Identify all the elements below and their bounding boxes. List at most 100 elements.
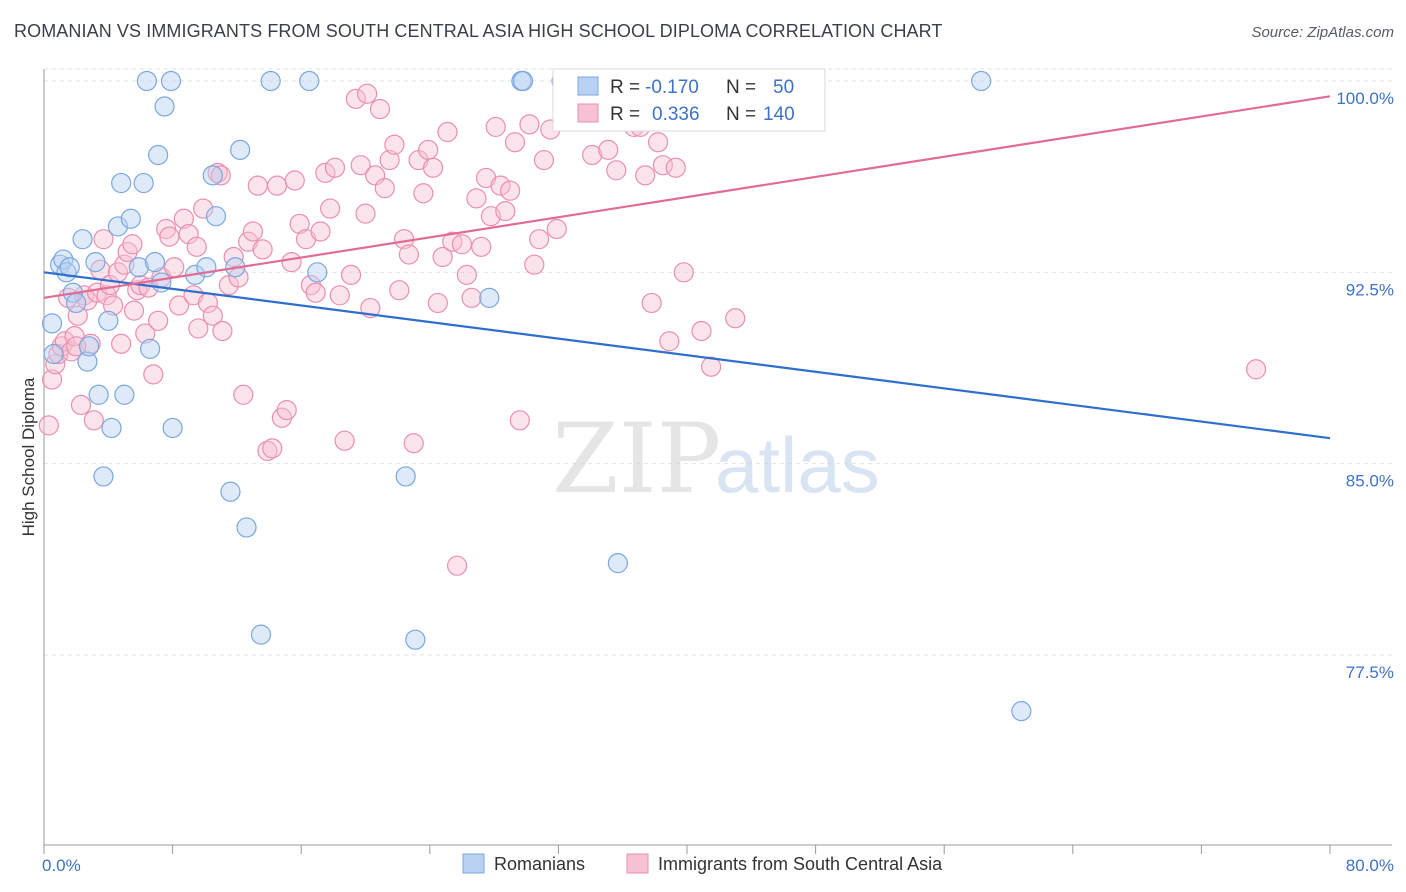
immigrant-point-131 (701, 356, 722, 377)
immigrant-point-130 (691, 320, 712, 342)
immigrant-point-60 (284, 170, 305, 191)
immigrant-point-65 (310, 221, 331, 242)
immigrant-point-90 (432, 246, 453, 268)
immigrant-point-45 (212, 320, 233, 342)
romanian-point-38 (250, 624, 272, 645)
immigrant-point-69 (329, 285, 350, 306)
romanian-point-48 (607, 553, 628, 574)
immigrant-point-81 (389, 280, 410, 301)
bottom-legend-immigrants: Immigrants from South Central Asia (658, 854, 943, 874)
watermark-zip: ZIP (552, 403, 721, 515)
immigrant-point-124 (641, 292, 662, 314)
romanian-point-43 (405, 629, 426, 650)
romanian-point-34 (220, 481, 241, 502)
romanian-point-9 (77, 351, 98, 372)
immigrant-point-95 (456, 264, 477, 285)
immigrant-point-86 (413, 183, 434, 204)
series-romanians (41, 70, 1032, 722)
immigrant-point-84 (403, 433, 424, 454)
immigrant-point-73 (350, 155, 371, 176)
immigrant-point-66 (315, 162, 336, 183)
immigrant-point-87 (418, 139, 439, 160)
romanian-point-44 (479, 287, 500, 308)
immigrant-point-138 (123, 300, 145, 321)
romanian-point-11 (85, 252, 106, 273)
immigrant-point-51 (242, 221, 264, 242)
immigrant-point-58 (276, 399, 297, 421)
immigrant-point-71 (340, 264, 362, 285)
romanian-point-1 (43, 343, 64, 365)
legend-r-label-romanians: R = (610, 77, 640, 98)
legend-n-label-immigrants: N = (726, 104, 756, 125)
immigrant-point-116 (582, 144, 603, 166)
trend-line-immigrants (43, 95, 1331, 299)
watermark: ZIP atlas (552, 403, 880, 515)
romanian-point-8 (72, 229, 93, 250)
romanian-point-19 (120, 208, 141, 229)
romanian-point-41 (307, 262, 328, 283)
bottom-legend: Romanians Immigrants from South Central … (462, 853, 943, 874)
bottom-legend-swatch-immigrants (626, 853, 649, 874)
legend-n-label-romanians: N = (726, 77, 756, 98)
immigrant-point-106 (509, 410, 530, 431)
chart-source: Source: ZipAtlas.com (1251, 24, 1394, 41)
immigrant-point-1 (41, 369, 63, 390)
immigrant-point-78 (374, 178, 395, 199)
bottom-legend-romanians: Romanians (494, 854, 585, 874)
immigrant-point-89 (427, 292, 448, 314)
immigrant-point-105 (504, 132, 526, 153)
immigrant-point-70 (334, 430, 355, 451)
immigrant-point-93 (447, 555, 468, 576)
romanian-point-18 (114, 384, 135, 405)
legend-swatch-immigrants (577, 103, 599, 123)
romanian-point-12 (88, 384, 109, 405)
romanian-point-25 (148, 144, 169, 166)
romanian-point-39 (260, 70, 281, 92)
immigrant-point-98 (471, 236, 492, 257)
romanian-point-13 (93, 466, 114, 487)
immigrant-point-127 (659, 331, 680, 352)
immigrant-point-55 (262, 438, 283, 459)
y-tick-label-0: 100.0% (1336, 89, 1394, 108)
immigrant-point-49 (233, 384, 254, 405)
immigrant-point-126 (652, 155, 673, 176)
trend-line-romanians (43, 271, 1331, 440)
immigrant-point-61 (289, 213, 310, 234)
immigrant-point-128 (665, 157, 686, 178)
immigrant-point-97 (466, 188, 487, 209)
immigrant-point-59 (281, 252, 302, 273)
legend-r-immigrants: 0.336 (652, 104, 700, 125)
immigrant-point-133 (357, 83, 378, 104)
immigrant-point-118 (598, 139, 619, 160)
romanian-point-50 (1011, 701, 1032, 722)
romanian-point-10 (78, 336, 100, 357)
immigrant-point-64 (305, 282, 326, 303)
y-tick-label-1: 92.5% (1346, 280, 1394, 299)
series-immigrants (38, 70, 1267, 576)
x-tick-label-1: 80.0% (1346, 856, 1394, 875)
romanian-point-24 (144, 252, 166, 273)
romanian-point-29 (162, 417, 183, 439)
romanian-point-17 (111, 172, 132, 194)
immigrant-point-38 (178, 223, 199, 245)
romanian-point-28 (160, 70, 182, 92)
immigrant-point-102 (490, 175, 511, 196)
legend-n-romanians: 50 (773, 77, 794, 98)
romanian-point-14 (98, 310, 119, 331)
immigrant-point-112 (546, 218, 567, 240)
immigrant-point-132 (725, 308, 746, 329)
bottom-legend-swatch-romanians (462, 853, 485, 874)
immigrant-point-125 (647, 132, 669, 153)
chart-title: ROMANIAN VS IMMIGRANTS FROM SOUTH CENTRA… (14, 21, 943, 41)
immigrant-point-74 (355, 203, 376, 224)
romanian-point-7 (66, 292, 87, 314)
romanian-point-27 (154, 96, 175, 117)
immigrant-point-103 (495, 201, 516, 222)
immigrant-point-108 (524, 254, 545, 275)
romanian-point-49 (971, 70, 992, 92)
immigrant-point-110 (533, 149, 555, 171)
immigrant-point-136 (1245, 359, 1267, 380)
immigrant-point-5 (54, 331, 75, 352)
romanian-point-32 (202, 165, 223, 186)
immigrant-point-47 (223, 246, 244, 268)
